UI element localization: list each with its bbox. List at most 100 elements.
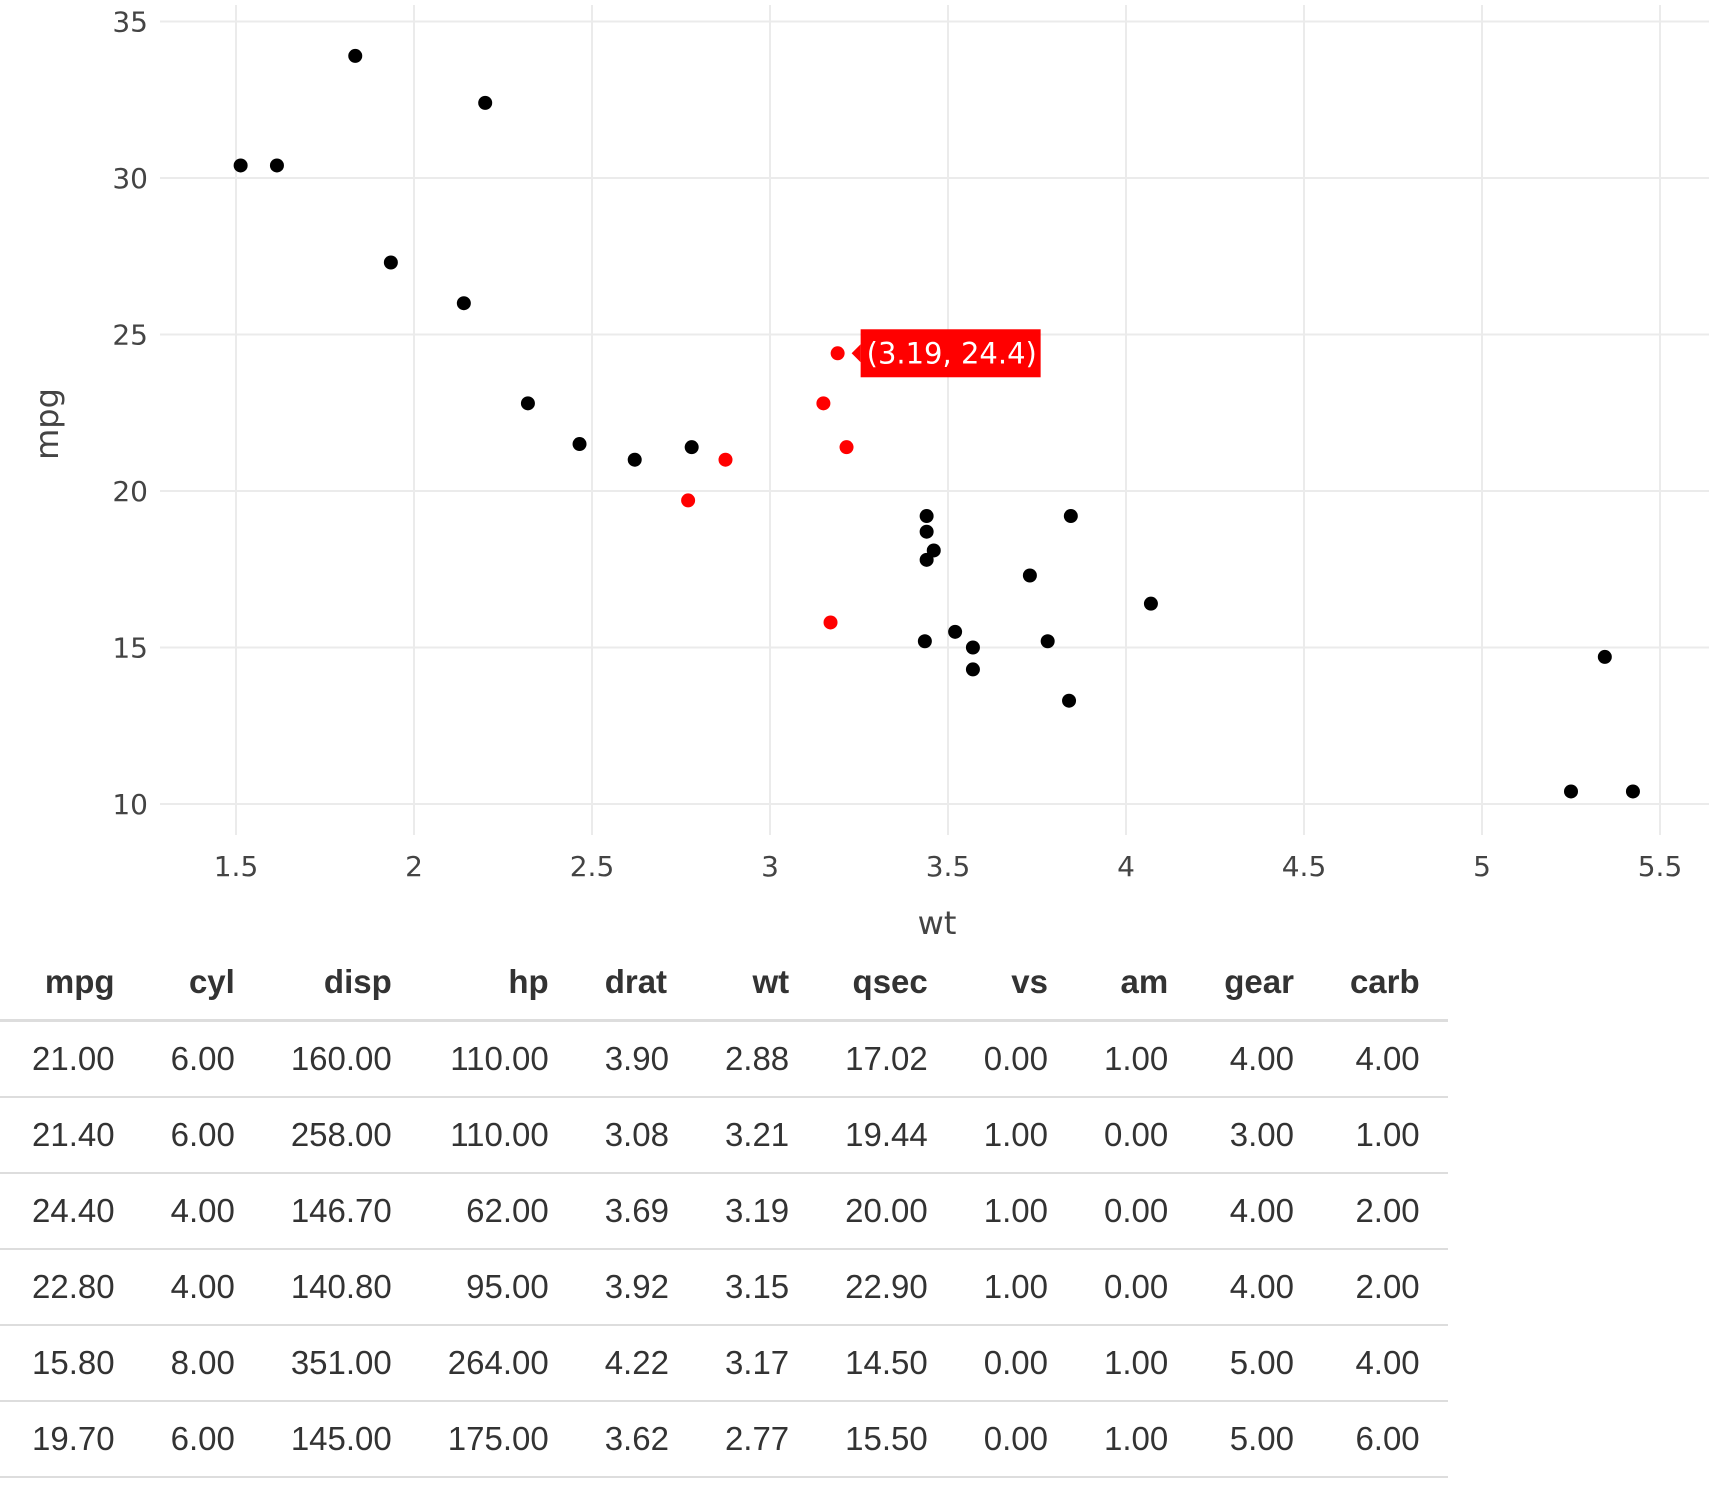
column-header-gear[interactable]: gear: [1196, 945, 1322, 1022]
x-tick-label: 3: [761, 850, 779, 883]
table-cell-drat: 3.90: [576, 1020, 697, 1098]
data-point[interactable]: [1063, 509, 1078, 524]
data-point[interactable]: [965, 662, 980, 677]
table-cell-am: 1.00: [1076, 1020, 1197, 1098]
table-cell-am: 0.00: [1076, 1173, 1197, 1250]
y-tick-label: 35: [112, 6, 148, 39]
column-header-disp[interactable]: disp: [262, 945, 420, 1022]
data-point[interactable]: [919, 552, 934, 567]
table-row[interactable]: 15.80 8.00 351.00 264.00 4.22 3.17 14.50 0.00 1.…: [0, 1325, 1448, 1402]
table-cell-disp: 258.00: [262, 1097, 420, 1174]
table-cell-cyl: 4.00: [142, 1173, 263, 1250]
table-cell-disp: 160.00: [262, 1020, 420, 1098]
vertical-gridlines: [235, 5, 1661, 835]
data-point[interactable]: [965, 640, 980, 655]
data-point[interactable]: [269, 158, 284, 173]
table-cell-qsec: 19.44: [817, 1097, 956, 1174]
data-point[interactable]: [1040, 634, 1055, 649]
selected-point[interactable]: [830, 346, 845, 361]
table-cell-hp: 264.00: [419, 1325, 577, 1402]
data-point[interactable]: [478, 95, 493, 110]
table-cell-drat: 3.69: [576, 1173, 697, 1250]
y-tick-label: 30: [112, 162, 148, 195]
data-point[interactable]: [1062, 693, 1077, 708]
x-tick-label: 4: [1117, 850, 1135, 883]
table-cell-hp: 175.00: [419, 1401, 577, 1478]
x-tick-label: 2: [405, 850, 423, 883]
table-cell-drat: 3.92: [576, 1249, 697, 1326]
table-cell-cyl: 6.00: [142, 1097, 263, 1174]
table-cell-disp: 145.00: [262, 1401, 420, 1478]
table-cell-disp: 140.80: [262, 1249, 420, 1326]
selected-point[interactable]: [718, 452, 733, 467]
data-point[interactable]: [627, 452, 642, 467]
data-point[interactable]: [383, 255, 398, 270]
data-point[interactable]: [1625, 784, 1640, 799]
table-cell-drat: 3.08: [576, 1097, 697, 1174]
data-point[interactable]: [1597, 649, 1612, 664]
column-header-carb[interactable]: carb: [1321, 945, 1448, 1022]
y-tick-label: 20: [112, 475, 148, 508]
table-row[interactable]: 21.40 6.00 258.00 110.00 3.08 3.21 19.44 1.00 0.…: [0, 1097, 1448, 1174]
table-cell-carb: 4.00: [1321, 1020, 1448, 1098]
column-header-mpg[interactable]: mpg: [0, 945, 143, 1022]
table-row[interactable]: 21.00 6.00 160.00 110.00 3.90 2.88 17.02 0.00 1.…: [0, 1020, 1448, 1098]
data-point[interactable]: [1143, 596, 1158, 611]
x-tick-label: 5: [1473, 850, 1491, 883]
table-cell-vs: 1.00: [955, 1249, 1076, 1326]
data-point[interactable]: [948, 624, 963, 639]
column-header-vs[interactable]: vs: [955, 945, 1076, 1022]
scatter-plot[interactable]: 1.5 2 2.5 3 3.5 4 4.5 5 5.5 10 15 20 25 30 35 (3.19, …: [0, 0, 1709, 945]
table-cell-hp: 110.00: [419, 1020, 577, 1098]
table-cell-mpg: 21.00: [0, 1020, 143, 1098]
table-cell-gear: 5.00: [1196, 1325, 1322, 1402]
selected-point[interactable]: [681, 493, 696, 508]
data-points[interactable]: [233, 48, 1640, 799]
data-point[interactable]: [348, 48, 363, 63]
x-tick-label: 1.5: [214, 850, 259, 883]
table-cell-cyl: 6.00: [142, 1020, 263, 1098]
table-cell-carb: 2.00: [1321, 1249, 1448, 1326]
table-cell-mpg: 24.40: [0, 1173, 143, 1250]
data-point[interactable]: [456, 296, 471, 311]
data-point[interactable]: [520, 396, 535, 411]
data-point[interactable]: [1022, 568, 1037, 583]
column-header-wt[interactable]: wt: [696, 945, 818, 1022]
selected-point[interactable]: [816, 396, 831, 411]
table-cell-mpg: 19.70: [0, 1401, 143, 1478]
tooltip-box: [860, 329, 1041, 378]
table-cell-hp: 62.00: [419, 1173, 577, 1250]
data-point[interactable]: [919, 524, 934, 539]
data-point[interactable]: [917, 634, 932, 649]
selected-point[interactable]: [839, 440, 854, 455]
table-row[interactable]: 22.80 4.00 140.80 95.00 3.92 3.15 22.90 1.00 0.0…: [0, 1249, 1448, 1326]
table-cell-hp: 110.00: [419, 1097, 577, 1174]
data-point[interactable]: [572, 437, 587, 452]
table-cell-qsec: 20.00: [817, 1173, 956, 1250]
data-point[interactable]: [1564, 784, 1578, 799]
x-tick-label: 4.5: [1282, 850, 1327, 883]
table-cell-qsec: 17.02: [817, 1020, 956, 1098]
column-header-hp[interactable]: hp: [419, 945, 577, 1022]
x-axis-ticks: 1.5 2 2.5 3 3.5 4 4.5 5 5.5: [214, 850, 1683, 883]
column-header-am[interactable]: am: [1076, 945, 1197, 1022]
selected-point[interactable]: [823, 615, 838, 630]
table-cell-wt: 3.17: [696, 1325, 818, 1402]
table-cell-gear: 3.00: [1196, 1097, 1322, 1174]
tooltip-label: (3.19, 24.4): [867, 336, 1037, 370]
table-cell-wt: 2.77: [696, 1401, 818, 1478]
column-header-drat[interactable]: drat: [576, 945, 697, 1022]
data-point[interactable]: [919, 509, 934, 524]
data-point[interactable]: [233, 158, 248, 173]
table-row[interactable]: 24.40 4.00 146.70 62.00 3.69 3.19 20.00 1.00 0.0…: [0, 1173, 1448, 1250]
data-point[interactable]: [684, 440, 699, 455]
table-row[interactable]: 19.70 6.00 145.00 175.00 3.62 2.77 15.50 0.00 1.…: [0, 1401, 1448, 1478]
table-cell-am: 0.00: [1076, 1097, 1197, 1174]
table-cell-wt: 3.19: [696, 1173, 818, 1250]
table-cell-wt: 2.88: [696, 1020, 818, 1098]
column-header-qsec[interactable]: qsec: [817, 945, 956, 1022]
x-tick-label: 2.5: [570, 850, 615, 883]
column-header-cyl[interactable]: cyl: [142, 945, 263, 1022]
table-cell-carb: 2.00: [1321, 1173, 1448, 1250]
table-cell-hp: 95.00: [419, 1249, 577, 1326]
